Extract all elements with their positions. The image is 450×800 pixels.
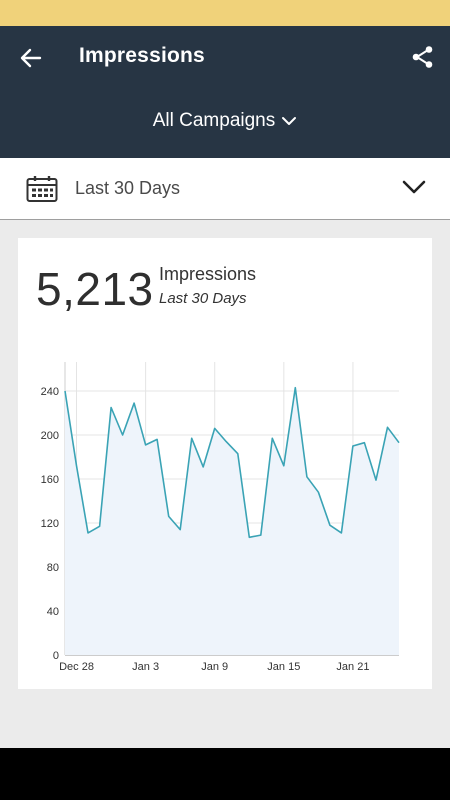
arrow-back-icon bbox=[20, 48, 42, 68]
system-nav-bar bbox=[0, 748, 450, 800]
y-tick-label: 120 bbox=[41, 518, 59, 530]
x-tick-label: Dec 28 bbox=[59, 661, 94, 673]
date-range-label: Last 30 Days bbox=[75, 178, 181, 198]
app-bar: Impressions All Campaigns bbox=[0, 26, 450, 158]
back-button[interactable] bbox=[14, 43, 48, 73]
impressions-card: 5,213 Impressions Last 30 Days 0 40 80 120 1… bbox=[18, 238, 432, 689]
y-axis-ticks: 0 40 80 120 160 200 240 bbox=[41, 386, 59, 662]
share-icon bbox=[412, 46, 433, 68]
campaign-filter-label: All Campaigns bbox=[152, 110, 276, 131]
y-tick-label: 40 bbox=[47, 606, 59, 618]
chart-area-fill bbox=[65, 387, 399, 655]
x-axis-ticks: Dec 28 Jan 3 Jan 9 Jan 15 Jan 21 bbox=[59, 661, 369, 673]
y-tick-label: 0 bbox=[53, 650, 59, 662]
y-tick-label: 200 bbox=[41, 430, 59, 442]
chevron-down-icon bbox=[282, 117, 297, 125]
period-label: Last 30 Days bbox=[159, 290, 247, 307]
y-tick-label: 240 bbox=[41, 386, 59, 398]
chart-line bbox=[64, 386, 400, 539]
chevron-down-icon bbox=[402, 180, 426, 194]
impressions-chart: 0 40 80 120 160 200 240 Dec 28 Jan 3 Jan 9 Jan 15… bbox=[41, 362, 400, 673]
page-title: Impressions bbox=[79, 44, 205, 67]
x-tick-label: Jan 15 bbox=[267, 661, 300, 673]
metric-label: Impressions bbox=[159, 264, 257, 284]
impressions-total: 5,213 bbox=[36, 263, 154, 315]
share-button[interactable] bbox=[408, 42, 438, 72]
x-tick-label: Jan 3 bbox=[132, 661, 159, 673]
calendar-icon bbox=[26, 176, 58, 202]
status-bar bbox=[0, 0, 450, 26]
x-tick-label: Jan 21 bbox=[336, 661, 369, 673]
date-range-dropdown[interactable]: Last 30 Days bbox=[0, 158, 450, 220]
y-tick-label: 80 bbox=[47, 562, 59, 574]
x-tick-label: Jan 9 bbox=[201, 661, 228, 673]
campaign-filter-dropdown[interactable]: All Campaigns bbox=[0, 110, 450, 132]
y-tick-label: 160 bbox=[41, 474, 59, 486]
